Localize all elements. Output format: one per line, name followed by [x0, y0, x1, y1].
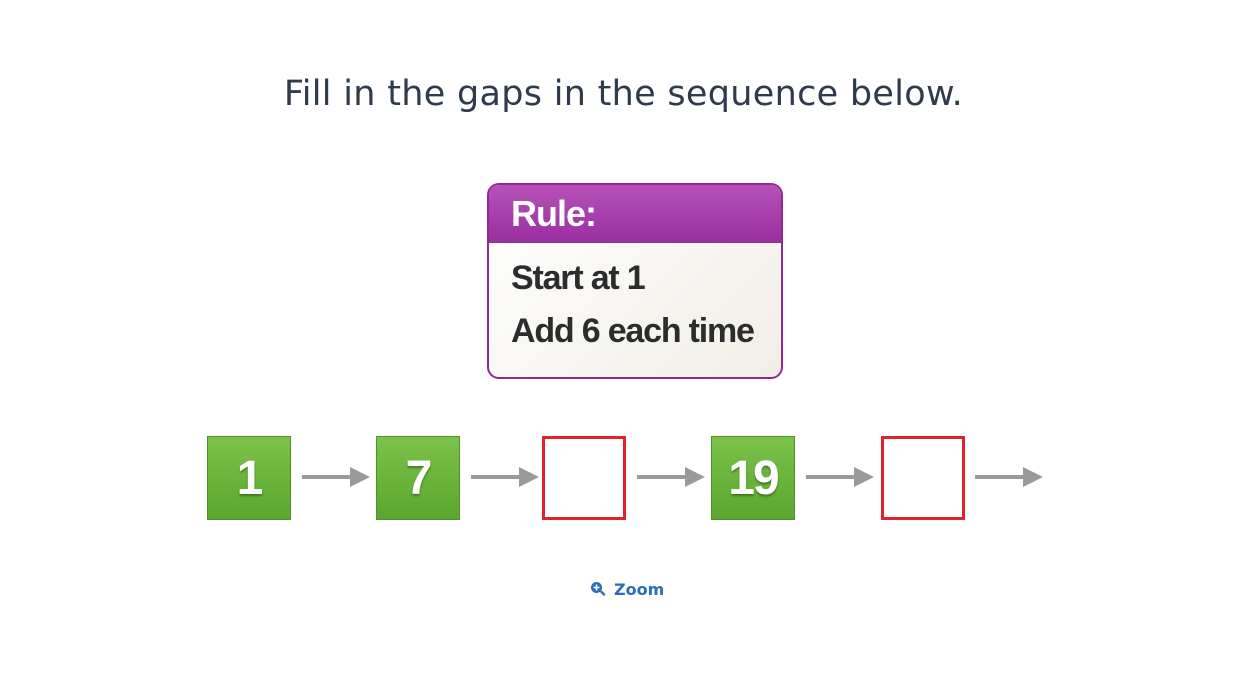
sequence-gap-5[interactable]: [881, 436, 965, 520]
sequence-box-2: 7: [376, 436, 460, 520]
arrow-right-icon: [471, 467, 539, 487]
rule-line-add: Add 6 each time: [511, 312, 755, 350]
sequence-gap-3[interactable]: [542, 436, 626, 520]
question-text: Fill in the gaps in the sequence below.: [283, 74, 964, 114]
sequence-box-4: 19: [711, 436, 795, 520]
rule-line-start: Start at 1: [511, 259, 646, 297]
arrow-right-icon: [975, 467, 1043, 487]
arrow-right-icon: [806, 467, 874, 487]
zoom-label: Zoom: [614, 579, 665, 599]
rule-box: Rule: Start at 1 Add 6 each time: [487, 183, 783, 379]
sequence-box-1: 1: [207, 436, 291, 520]
arrow-right-icon: [302, 467, 370, 487]
zoom-button[interactable]: Zoom: [590, 578, 664, 600]
zoom-in-icon: [591, 582, 606, 596]
arrow-right-icon: [637, 467, 705, 487]
rule-title: Rule:: [489, 185, 781, 243]
